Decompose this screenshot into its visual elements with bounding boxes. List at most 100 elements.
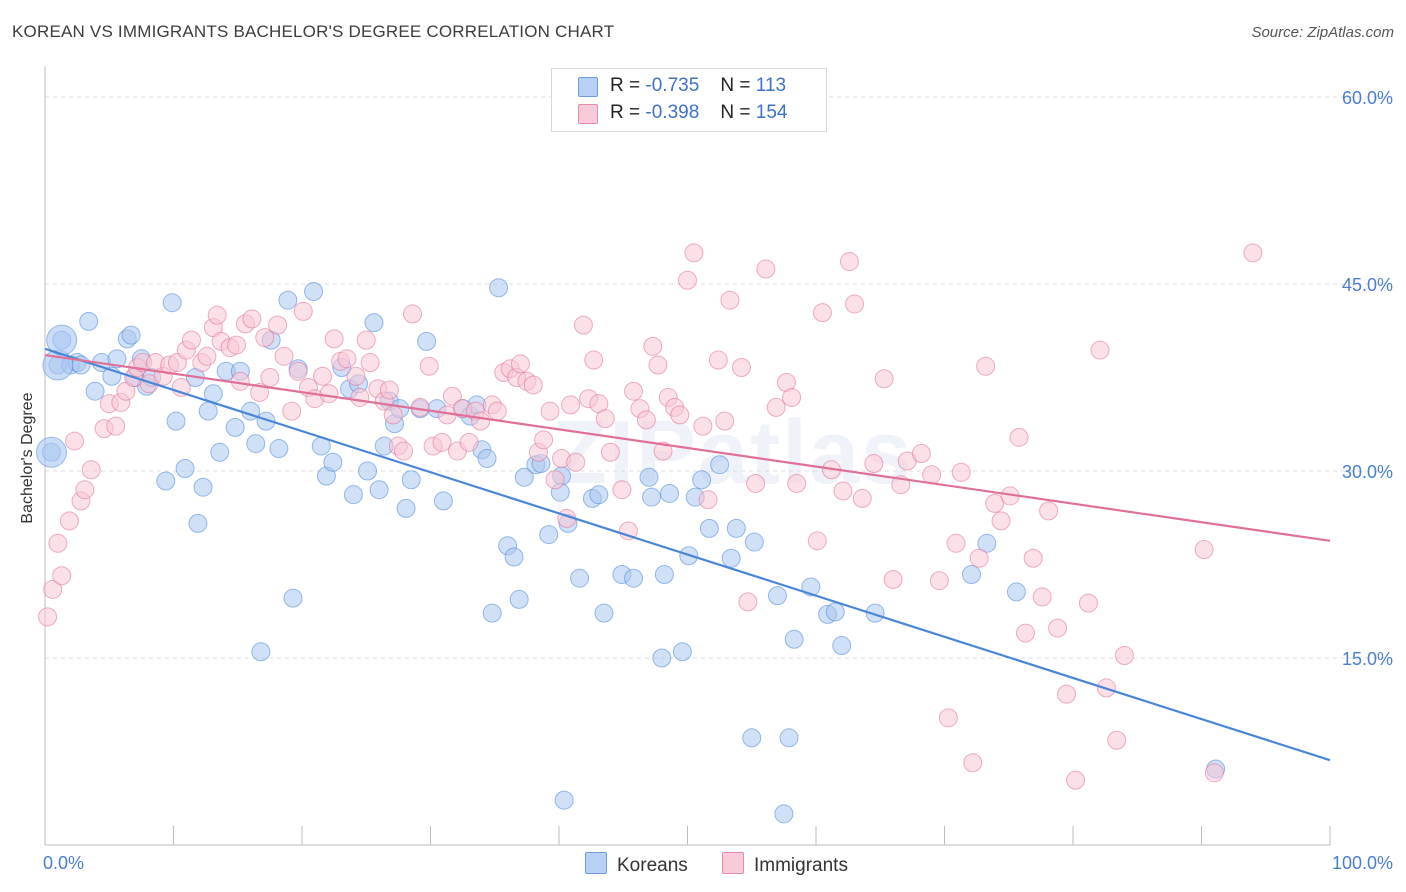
immigrant-point bbox=[938, 708, 958, 728]
korean-point bbox=[364, 313, 384, 333]
immigrant-point bbox=[1114, 646, 1134, 666]
immigrant-point bbox=[584, 350, 604, 370]
immigrant-point bbox=[540, 401, 560, 421]
immigrant-point bbox=[48, 533, 68, 553]
korean-point bbox=[784, 629, 804, 649]
immigrant-point bbox=[595, 409, 615, 429]
korean-point bbox=[417, 331, 437, 351]
immigrant-point bbox=[274, 346, 294, 366]
y-tick-label: 60.0% bbox=[1342, 88, 1393, 108]
immigrant-point bbox=[566, 452, 586, 472]
y-tick-label: 15.0% bbox=[1342, 649, 1393, 669]
immigrant-point bbox=[432, 432, 452, 452]
korean-point bbox=[624, 568, 644, 588]
immigrant-point bbox=[698, 490, 718, 510]
korean-point bbox=[504, 547, 524, 567]
immigrant-point bbox=[746, 473, 766, 493]
immigrant-point bbox=[561, 395, 581, 415]
korean-point bbox=[225, 417, 245, 437]
immigrant-point bbox=[59, 511, 79, 531]
immigrant-point bbox=[268, 315, 288, 335]
bottom-legend-label-immigrants: Immigrants bbox=[754, 855, 848, 876]
korean-point bbox=[767, 586, 787, 606]
korean-point bbox=[865, 603, 885, 623]
immigrant-point bbox=[75, 480, 95, 500]
immigrant-point bbox=[720, 290, 740, 310]
korean-point bbox=[589, 485, 609, 505]
korean-point bbox=[692, 470, 712, 490]
legend-swatch-koreans bbox=[578, 77, 598, 97]
immigrant-point bbox=[459, 432, 479, 452]
y-tick-label: 30.0% bbox=[1342, 462, 1393, 482]
korean-point bbox=[489, 278, 509, 298]
immigrant-point bbox=[106, 416, 126, 436]
immigrant-point bbox=[612, 480, 632, 500]
immigrant-point bbox=[845, 294, 865, 314]
immigrant-point bbox=[419, 356, 439, 376]
bottom-legend-immigrants: Immigrants bbox=[722, 852, 848, 877]
bottom-legend-label-koreans: Koreans bbox=[617, 855, 688, 876]
immigrant-point bbox=[250, 382, 270, 402]
immigrant-point bbox=[523, 375, 543, 395]
immigrant-point bbox=[636, 410, 656, 430]
immigrant-point bbox=[1009, 427, 1029, 447]
korean-point bbox=[166, 411, 186, 431]
korean-point bbox=[660, 483, 680, 503]
immigrant-point bbox=[1090, 340, 1110, 360]
immigrant-point bbox=[81, 460, 101, 480]
korean-point bbox=[401, 470, 421, 490]
x-tick-label: 100.0% bbox=[1332, 853, 1393, 873]
immigrant-point bbox=[756, 259, 776, 279]
korean-point bbox=[188, 513, 208, 533]
korean-point bbox=[554, 790, 574, 810]
immigrant-point bbox=[807, 531, 827, 551]
korean-point bbox=[107, 349, 127, 369]
immigrant-point bbox=[255, 328, 275, 348]
immigrant-point bbox=[43, 579, 63, 599]
immigrant-point bbox=[985, 493, 1005, 513]
immigrant-point bbox=[282, 401, 302, 421]
korean-point bbox=[639, 467, 659, 487]
x-tick-label: 0.0% bbox=[43, 853, 84, 873]
korean-point bbox=[323, 452, 343, 472]
immigrant-point bbox=[951, 462, 971, 482]
korean-point bbox=[710, 455, 730, 475]
immigrant-point bbox=[324, 329, 344, 349]
legend-n-label: N = bbox=[720, 75, 751, 96]
korean-point bbox=[162, 293, 182, 313]
immigrant-point bbox=[242, 309, 262, 329]
immigrant-point bbox=[52, 566, 72, 586]
korean-point bbox=[570, 568, 590, 588]
korean-point bbox=[278, 290, 298, 310]
korean-point-large bbox=[35, 436, 67, 468]
legend-swatch-immigrants bbox=[578, 104, 598, 124]
immigrant-point bbox=[782, 387, 802, 407]
immigrant-point bbox=[181, 330, 201, 350]
legend-r-label: R = bbox=[610, 102, 641, 123]
immigrant-point bbox=[65, 431, 85, 451]
immigrant-point bbox=[929, 571, 949, 591]
tick-labels: 15.0% 30.0% 45.0% 60.0% 0.0% 100.0% bbox=[43, 88, 1393, 873]
korean-point bbox=[672, 642, 692, 662]
legend-r-value: -0.735 bbox=[645, 75, 700, 96]
immigrant-point bbox=[207, 305, 227, 325]
chart-title: KOREAN VS IMMIGRANTS BACHELOR'S DEGREE C… bbox=[12, 22, 615, 41]
immigrant-point bbox=[487, 401, 507, 421]
immigrant-point bbox=[403, 304, 423, 324]
immigrant-point bbox=[350, 387, 370, 407]
immigrant-point bbox=[684, 243, 704, 263]
immigrant-point bbox=[708, 350, 728, 370]
korean-point bbox=[726, 518, 746, 538]
korean-point bbox=[358, 461, 378, 481]
immigrant-point bbox=[1032, 587, 1052, 607]
korean-trend-line bbox=[44, 347, 1331, 762]
immigrant-point bbox=[1015, 623, 1035, 643]
immigrant-point bbox=[946, 533, 966, 553]
korean-point bbox=[514, 467, 534, 487]
series-immigrants bbox=[38, 243, 1263, 790]
korean-point bbox=[832, 636, 852, 656]
legend-n-label: N = bbox=[720, 102, 751, 123]
immigrant-point bbox=[346, 366, 366, 386]
immigrant-point bbox=[670, 405, 690, 425]
korean-point bbox=[742, 728, 762, 748]
